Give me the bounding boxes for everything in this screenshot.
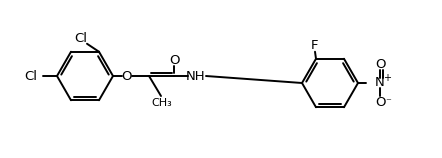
- Text: O: O: [375, 58, 385, 70]
- Text: NH: NH: [186, 70, 206, 82]
- Text: O: O: [375, 97, 385, 109]
- Text: O: O: [122, 70, 132, 82]
- Text: F: F: [310, 39, 318, 52]
- Text: O: O: [169, 54, 179, 67]
- Text: Cl: Cl: [75, 32, 88, 45]
- Text: CH₃: CH₃: [152, 98, 172, 108]
- Text: Cl: Cl: [24, 70, 38, 82]
- Text: ⁻: ⁻: [385, 97, 391, 107]
- Text: +: +: [383, 73, 391, 83]
- Text: N: N: [375, 76, 385, 89]
